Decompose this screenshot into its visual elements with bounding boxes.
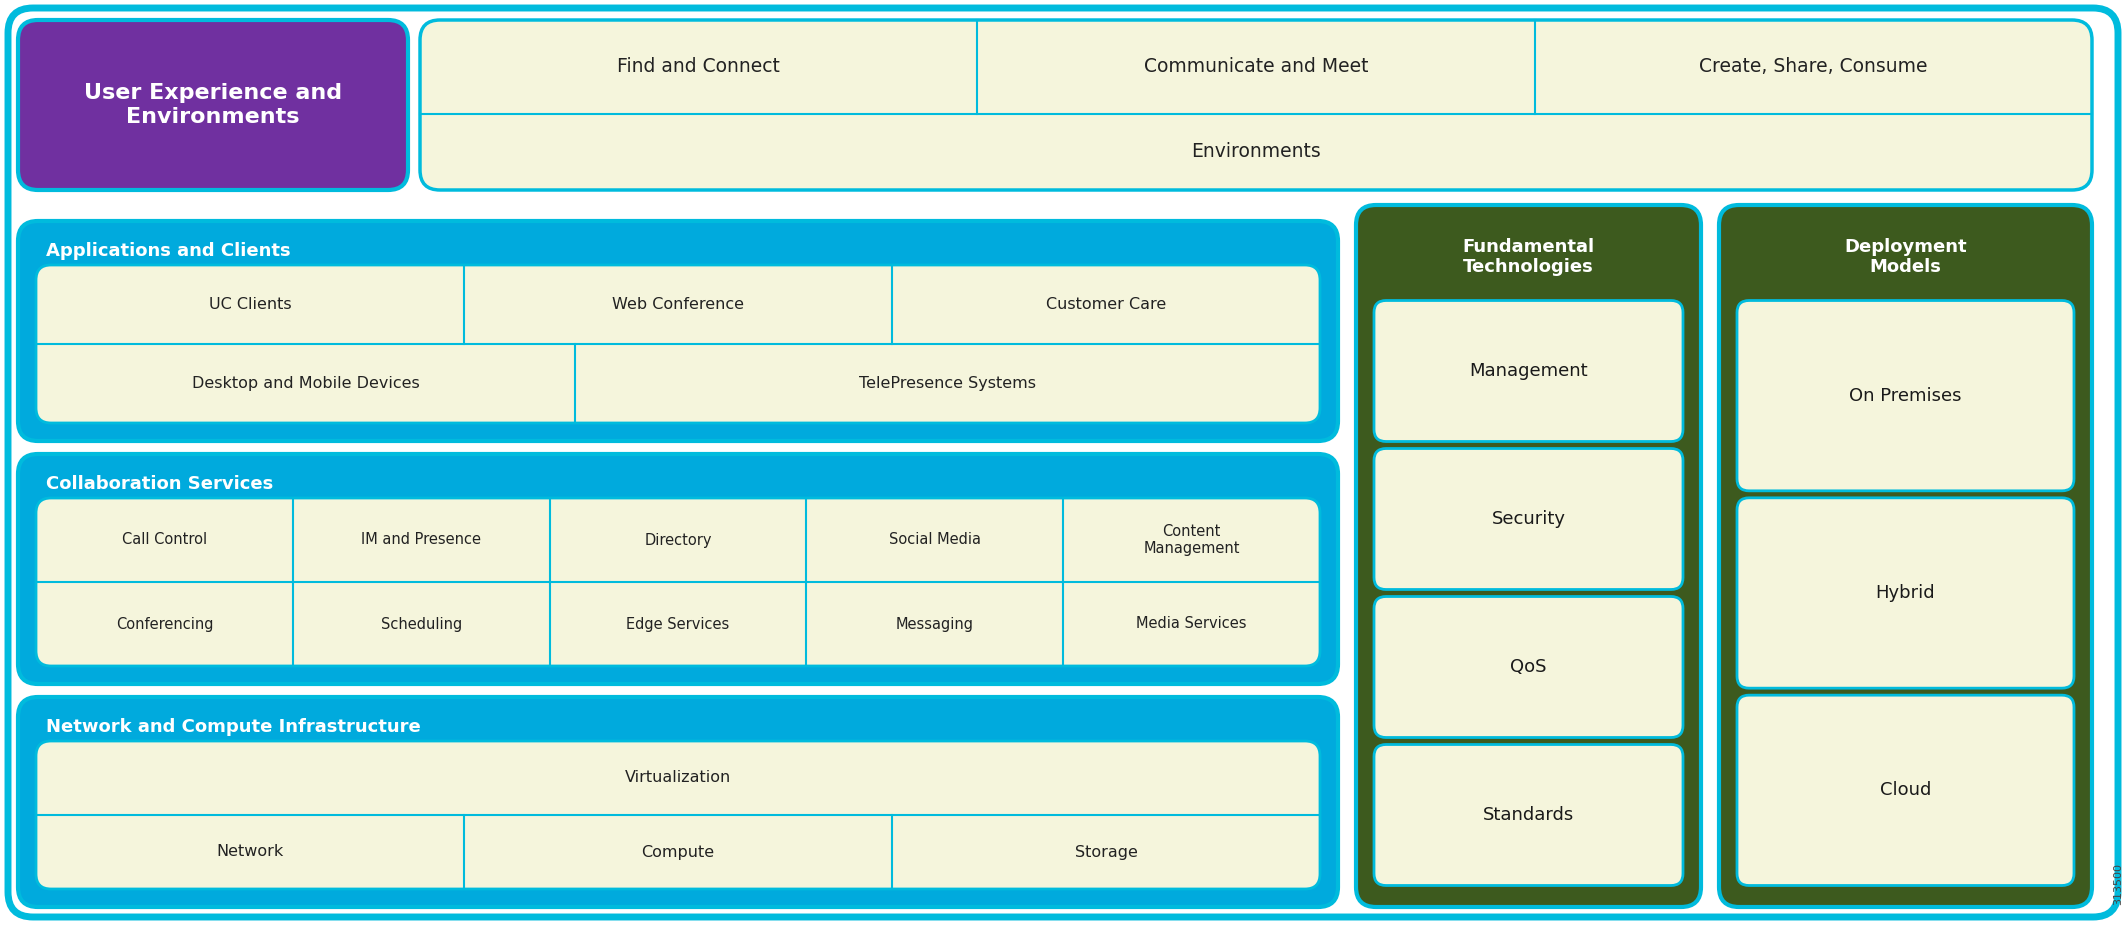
Text: Edge Services: Edge Services xyxy=(627,616,729,632)
Text: 313500: 313500 xyxy=(2113,863,2124,905)
FancyBboxPatch shape xyxy=(1737,696,2075,885)
Text: TelePresence Systems: TelePresence Systems xyxy=(859,376,1035,391)
FancyBboxPatch shape xyxy=(17,454,1337,684)
Text: Communicate and Meet: Communicate and Meet xyxy=(1144,57,1369,76)
FancyBboxPatch shape xyxy=(17,697,1337,907)
FancyBboxPatch shape xyxy=(1373,745,1684,885)
Text: QoS: QoS xyxy=(1509,658,1548,676)
Text: UC Clients: UC Clients xyxy=(208,297,291,312)
FancyBboxPatch shape xyxy=(421,20,2092,190)
Text: User Experience and
Environments: User Experience and Environments xyxy=(83,83,342,127)
FancyBboxPatch shape xyxy=(1737,498,2075,688)
Text: Network and Compute Infrastructure: Network and Compute Infrastructure xyxy=(47,718,421,736)
FancyBboxPatch shape xyxy=(1373,301,1684,441)
Text: Find and Connect: Find and Connect xyxy=(617,57,780,76)
Text: Fundamental
Technologies: Fundamental Technologies xyxy=(1463,238,1594,277)
Text: Management: Management xyxy=(1469,362,1588,380)
Text: Social Media: Social Media xyxy=(889,533,980,548)
Text: Virtualization: Virtualization xyxy=(625,771,731,785)
Text: Content
Management: Content Management xyxy=(1144,524,1239,556)
FancyBboxPatch shape xyxy=(1373,597,1684,737)
Text: Hybrid: Hybrid xyxy=(1875,584,1935,602)
FancyBboxPatch shape xyxy=(36,265,1320,423)
Text: IM and Presence: IM and Presence xyxy=(361,533,480,548)
Text: Collaboration Services: Collaboration Services xyxy=(47,475,274,493)
Text: Deployment
Models: Deployment Models xyxy=(1843,238,1967,277)
Text: Conferencing: Conferencing xyxy=(115,616,213,632)
FancyBboxPatch shape xyxy=(17,221,1337,441)
FancyBboxPatch shape xyxy=(1720,205,2092,907)
Text: Create, Share, Consume: Create, Share, Consume xyxy=(1699,57,1928,76)
FancyBboxPatch shape xyxy=(17,20,408,190)
FancyBboxPatch shape xyxy=(36,498,1320,666)
FancyBboxPatch shape xyxy=(36,741,1320,889)
FancyBboxPatch shape xyxy=(1356,205,1701,907)
Text: Network: Network xyxy=(217,845,283,859)
Text: Messaging: Messaging xyxy=(895,616,974,632)
Text: Web Conference: Web Conference xyxy=(612,297,744,312)
Text: Directory: Directory xyxy=(644,533,712,548)
FancyBboxPatch shape xyxy=(9,8,2117,917)
FancyBboxPatch shape xyxy=(1373,449,1684,589)
Text: Media Services: Media Services xyxy=(1137,616,1246,632)
Text: On Premises: On Premises xyxy=(1850,387,1962,404)
Text: Standards: Standards xyxy=(1482,806,1573,824)
Text: Scheduling: Scheduling xyxy=(381,616,461,632)
Text: Environments: Environments xyxy=(1191,142,1320,161)
Text: Compute: Compute xyxy=(642,845,714,859)
Text: Desktop and Mobile Devices: Desktop and Mobile Devices xyxy=(191,376,419,391)
Text: Cloud: Cloud xyxy=(1879,782,1930,799)
FancyBboxPatch shape xyxy=(1737,301,2075,491)
Text: Storage: Storage xyxy=(1074,845,1137,859)
Text: Call Control: Call Control xyxy=(121,533,206,548)
Text: Customer Care: Customer Care xyxy=(1046,297,1167,312)
Text: Applications and Clients: Applications and Clients xyxy=(47,242,291,260)
Text: Security: Security xyxy=(1492,510,1565,528)
